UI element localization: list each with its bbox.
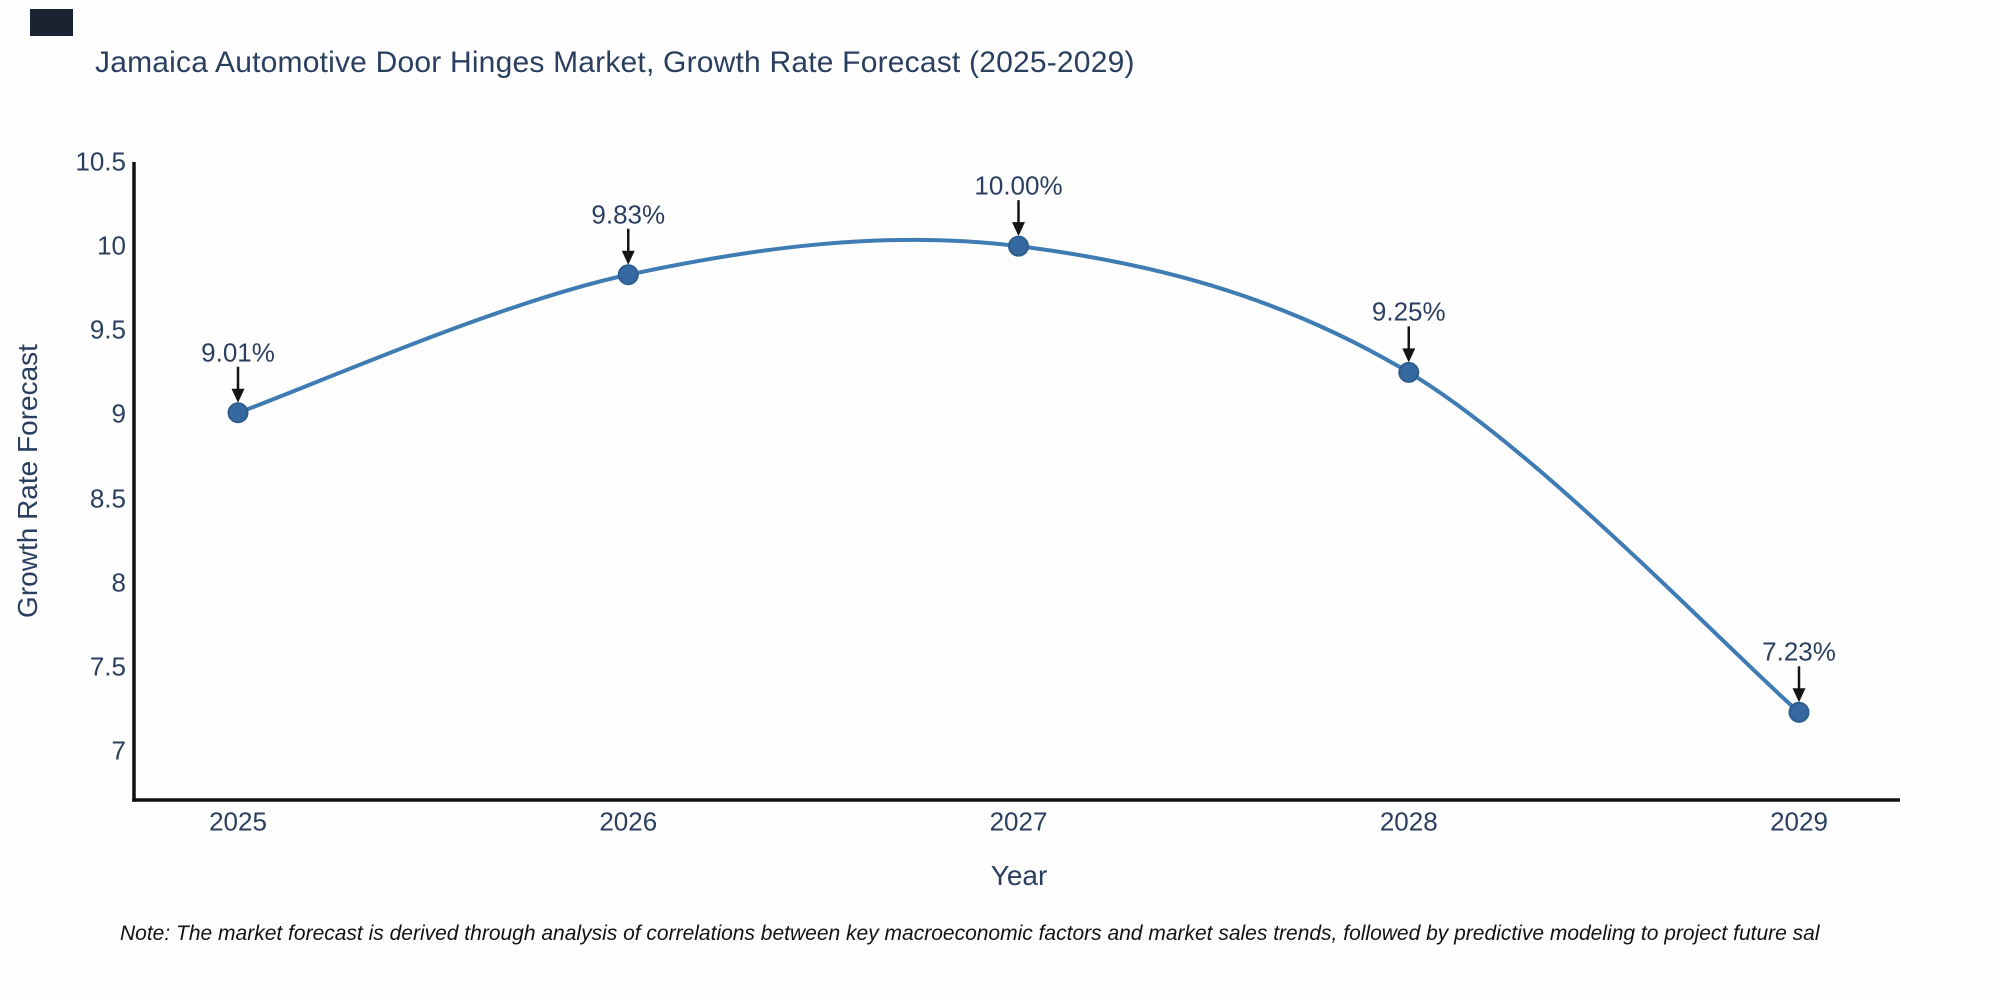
x-tick-label: 2025 [209,806,267,837]
data-point-marker [1398,361,1420,383]
annotation-arrowhead [1792,688,1806,703]
data-point-marker [1008,235,1029,257]
x-tick-label: 2029 [1770,806,1828,837]
footnote: Note: The market forecast is derived thr… [120,922,1820,945]
y-tick-label: 9.5 [89,314,126,345]
chart-title: Jamaica Automotive Door Hinges Market, G… [95,46,1135,79]
point-annotation: 9.25% [1371,296,1446,327]
annotation-arrowhead [1402,348,1416,363]
y-tick-label: 10 [97,230,126,261]
y-tick-label: 8 [111,567,126,598]
data-point-marker [617,264,639,286]
y-tick-label: 7 [111,735,126,766]
y-tick-label: 7.5 [89,651,126,682]
x-tick-label: 2027 [989,806,1048,837]
point-annotation: 10.00% [974,170,1063,201]
corner-mark [30,9,73,36]
x-axis-title: Year [990,860,1048,891]
x-tick-label: 2028 [1379,806,1438,837]
point-annotation: 9.83% [591,199,666,230]
annotation-arrowhead [621,250,635,265]
annotation-arrowhead [1012,222,1025,237]
data-point-marker [227,402,249,424]
x-tick-label: 2026 [599,806,658,837]
y-tick-label: 9 [111,398,126,429]
point-annotation: 9.01% [201,337,275,368]
annotation-arrowhead [231,388,245,403]
y-tick-label: 8.5 [89,483,126,514]
data-point-marker [1788,701,1810,723]
point-annotation: 7.23% [1762,636,1836,667]
trend-line [236,237,1801,715]
y-tick-label: 10.5 [75,146,126,177]
